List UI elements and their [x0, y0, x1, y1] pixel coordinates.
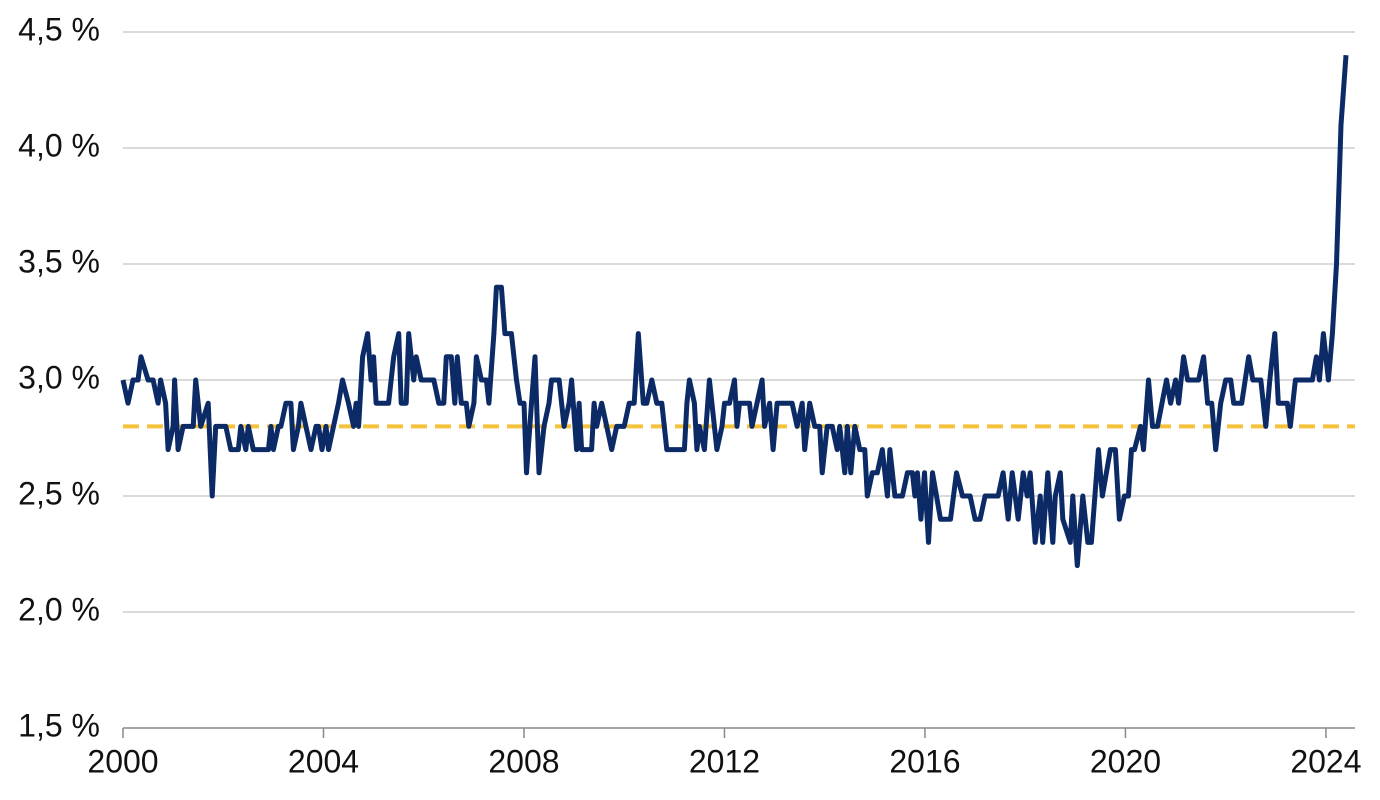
y-tick-label: 2,0 %	[18, 591, 100, 627]
y-tick-label: 4,5 %	[18, 11, 100, 47]
x-tick-label: 2012	[689, 743, 760, 779]
x-tick-label: 2016	[889, 743, 960, 779]
x-tick-label: 2004	[288, 743, 359, 779]
y-tick-label: 1,5 %	[18, 707, 100, 743]
y-tick-label: 4,0 %	[18, 127, 100, 163]
y-tick-label: 3,0 %	[18, 359, 100, 395]
x-tick-label: 2020	[1090, 743, 1161, 779]
x-tick-label: 2008	[488, 743, 559, 779]
data-line	[120, 55, 1349, 569]
x-tick-label: 2024	[1290, 743, 1361, 779]
x-tick-label: 2000	[87, 743, 158, 779]
y-tick-label: 3,5 %	[18, 243, 100, 279]
y-tick-label: 2,5 %	[18, 475, 100, 511]
